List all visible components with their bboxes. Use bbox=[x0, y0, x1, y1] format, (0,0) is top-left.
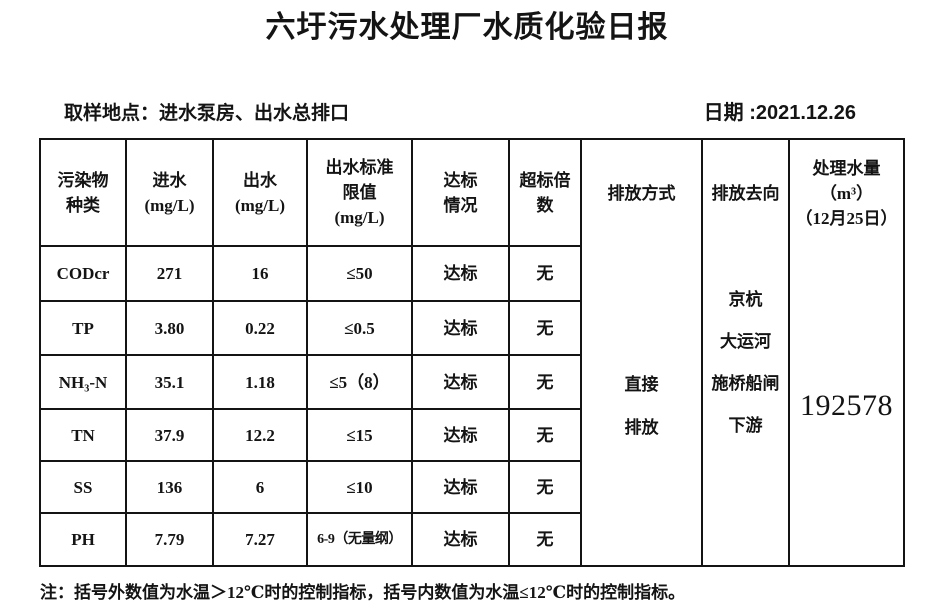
cell-outflow-value: 12.2 bbox=[214, 410, 308, 462]
header-cell-discharge-destination: 排放去向 bbox=[711, 184, 780, 203]
cell-exceed-multiple: 无 bbox=[510, 514, 582, 565]
cell-pollutant-name: SS bbox=[41, 462, 127, 514]
report-table: 污染物 种类 进水 (mg/L) 出水 (mg/L) 出水标准 限值 (mg/L… bbox=[39, 138, 905, 567]
cell-outflow-value: 16 bbox=[214, 247, 308, 302]
cell-exceed-multiple: 无 bbox=[510, 356, 582, 410]
footnote: 注：括号外数值为水温＞12℃时的控制指标，括号内数值为水温≤12℃时的控制指标。 bbox=[40, 583, 686, 602]
discharge-mode-value: 直接 排放 bbox=[624, 375, 659, 437]
header-cell-discharge-mode: 排放方式 bbox=[607, 184, 676, 203]
sampling-location-label: 取样地点：进水泵房、出水总排口 bbox=[64, 103, 350, 124]
cell-limit-value: 6-9（无量纲） bbox=[308, 514, 413, 565]
cell-pollutant-name: NH₃-N bbox=[41, 356, 127, 410]
cell-compliance-status: 达标 bbox=[413, 302, 510, 356]
cell-compliance-status: 达标 bbox=[413, 410, 510, 462]
cell-exceed-multiple: 无 bbox=[510, 302, 582, 356]
cell-inflow-value: 271 bbox=[127, 247, 214, 302]
page-title: 六圩污水处理厂水质化验日报 bbox=[265, 11, 669, 44]
header-cell-limit: 出水标准 限值 (mg/L) bbox=[308, 140, 413, 247]
header-cell-treated-volume: 处理水量 （m³） （12月25日） bbox=[795, 159, 898, 228]
treated-volume-value: 192578 bbox=[800, 389, 893, 422]
cell-exceed-multiple: 无 bbox=[510, 462, 582, 514]
cell-pollutant-name: CODcr bbox=[41, 247, 127, 302]
header-cell-outflow: 出水 (mg/L) bbox=[214, 140, 308, 247]
cell-outflow-value: 6 bbox=[214, 462, 308, 514]
discharge-destination-value: 京杭 大运河 施桥船闸 下游 bbox=[711, 290, 780, 435]
cell-exceed-multiple: 无 bbox=[510, 410, 582, 462]
cell-outflow-value: 1.18 bbox=[214, 356, 308, 410]
cell-pollutant-name: PH bbox=[41, 514, 127, 565]
discharge-destination-column: 排放去向 京杭 大运河 施桥船闸 下游 bbox=[703, 140, 790, 565]
cell-compliance-status: 达标 bbox=[413, 462, 510, 514]
treated-volume-column: 处理水量 （m³） （12月25日） 192578 bbox=[790, 140, 903, 565]
header-cell-inflow: 进水 (mg/L) bbox=[127, 140, 214, 247]
cell-limit-value: ≤0.5 bbox=[308, 302, 413, 356]
cell-compliance-status: 达标 bbox=[413, 247, 510, 302]
cell-outflow-value: 7.27 bbox=[214, 514, 308, 565]
header-cell-pollutant-type: 污染物 种类 bbox=[41, 140, 127, 247]
report-date-label: 日期 :2021.12.26 bbox=[703, 102, 856, 124]
meta-row: 取样地点：进水泵房、出水总排口 日期 :2021.12.26 bbox=[64, 96, 856, 125]
cell-pollutant-name: TP bbox=[41, 302, 127, 356]
cell-inflow-value: 3.80 bbox=[127, 302, 214, 356]
cell-compliance-status: 达标 bbox=[413, 514, 510, 565]
cell-limit-value: ≤5（8） bbox=[308, 356, 413, 410]
cell-inflow-value: 35.1 bbox=[127, 356, 214, 410]
cell-limit-value: ≤50 bbox=[308, 247, 413, 302]
cell-limit-value: ≤15 bbox=[308, 410, 413, 462]
cell-pollutant-name: TN bbox=[41, 410, 127, 462]
cell-limit-value: ≤10 bbox=[308, 462, 413, 514]
header-cell-exceed-multiple: 超标倍 数 bbox=[510, 140, 582, 247]
cell-inflow-value: 136 bbox=[127, 462, 214, 514]
cell-exceed-multiple: 无 bbox=[510, 247, 582, 302]
cell-outflow-value: 0.22 bbox=[214, 302, 308, 356]
cell-compliance-status: 达标 bbox=[413, 356, 510, 410]
header-cell-compliance: 达标 情况 bbox=[413, 140, 510, 247]
cell-inflow-value: 7.79 bbox=[127, 514, 214, 565]
cell-inflow-value: 37.9 bbox=[127, 410, 214, 462]
discharge-mode-column: 排放方式 直接 排放 bbox=[582, 140, 703, 565]
